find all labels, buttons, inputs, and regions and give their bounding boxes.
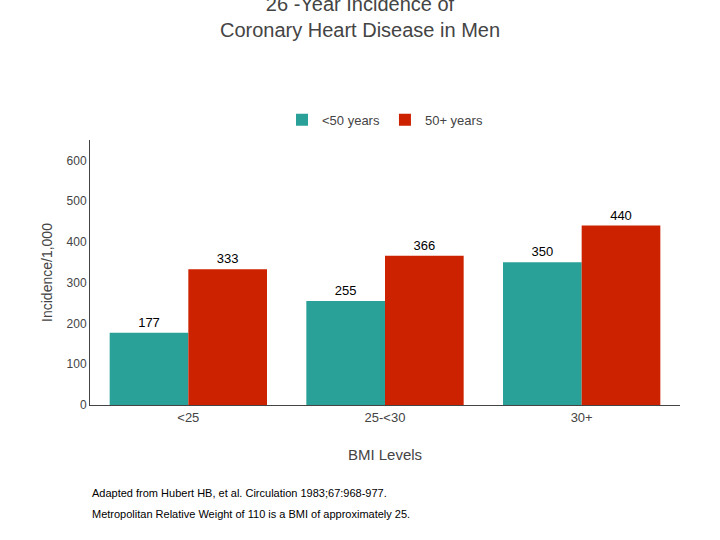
svg-text:300: 300: [67, 276, 87, 290]
svg-text:Adapted from Hubert HB, et al.: Adapted from Hubert HB, et al. Circulati…: [92, 487, 387, 499]
svg-text:Metropolitan Relative Weight o: Metropolitan Relative Weight of 110 is a…: [92, 508, 410, 520]
svg-text:<25: <25: [177, 410, 199, 425]
svg-text:100: 100: [67, 357, 87, 371]
svg-text:50+ years: 50+ years: [425, 113, 483, 128]
svg-text:<50 years: <50 years: [322, 113, 380, 128]
svg-text:BMI Levels: BMI Levels: [348, 446, 422, 463]
svg-text:177: 177: [138, 315, 160, 330]
svg-text:500: 500: [67, 194, 87, 208]
svg-text:200: 200: [67, 317, 87, 331]
svg-text:30+: 30+: [571, 410, 593, 425]
svg-text:400: 400: [67, 235, 87, 249]
svg-text:0: 0: [80, 398, 87, 412]
svg-text:350: 350: [531, 244, 553, 259]
svg-text:255: 255: [335, 283, 357, 298]
svg-text:333: 333: [217, 251, 239, 266]
svg-text:25-<30: 25-<30: [365, 410, 406, 425]
svg-text:600: 600: [67, 154, 87, 168]
svg-text:440: 440: [610, 208, 632, 223]
svg-text:26 -Year Incidence ofCoronary: 26 -Year Incidence ofCoronary Heart Dise…: [220, 0, 500, 41]
svg-text:Incidence/1,000: Incidence/1,000: [39, 223, 55, 322]
svg-text:366: 366: [413, 238, 435, 253]
